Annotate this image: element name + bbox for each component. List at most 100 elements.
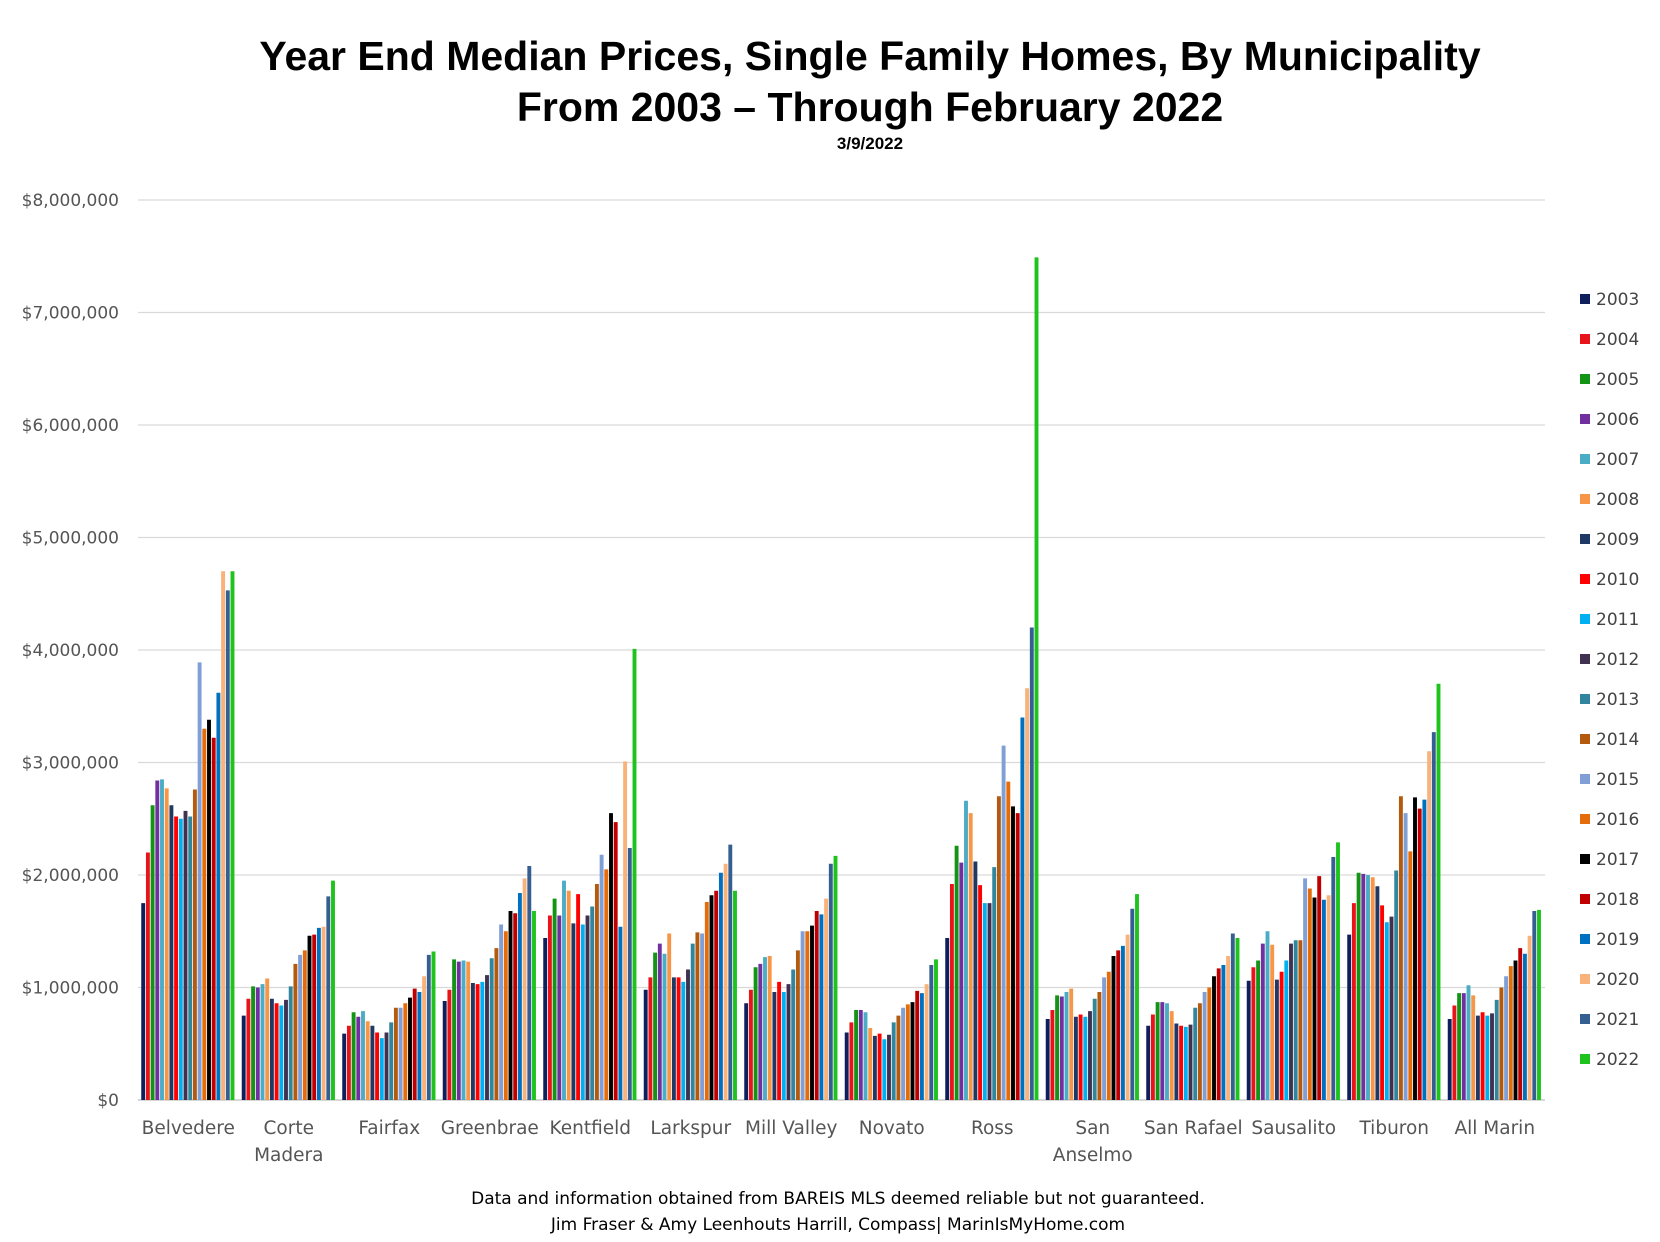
bar	[145, 852, 150, 1100]
bar	[1380, 905, 1385, 1100]
bar	[1102, 977, 1107, 1100]
bar	[1020, 717, 1025, 1100]
bar	[307, 935, 312, 1100]
legend-swatch	[1580, 294, 1590, 304]
bar	[155, 780, 160, 1100]
x-axis: Belvedere Corte Madera Fairfax Greenbrae Kent…	[142, 1118, 1535, 1166]
bar	[763, 957, 767, 1100]
bar	[863, 1012, 868, 1100]
bar	[576, 894, 581, 1100]
legend-swatch	[1580, 974, 1590, 984]
y-tick-label: $0	[97, 1091, 119, 1111]
bar	[1050, 1010, 1055, 1100]
bar	[954, 845, 959, 1100]
bar	[321, 926, 326, 1100]
bar	[781, 992, 786, 1100]
x-tick-label: Fairfax	[358, 1118, 420, 1139]
bar	[744, 1003, 749, 1100]
bar	[412, 988, 417, 1100]
x-tick-label: Greenbrae	[441, 1118, 539, 1139]
bar	[1394, 870, 1399, 1100]
bar-group	[1146, 933, 1240, 1100]
bar	[718, 872, 723, 1100]
bar	[230, 571, 235, 1100]
bar	[805, 931, 810, 1100]
bar	[1466, 985, 1471, 1100]
bar	[1025, 688, 1030, 1100]
bar	[643, 989, 648, 1100]
bar	[312, 934, 317, 1100]
legend-swatch	[1580, 494, 1590, 504]
bar	[207, 719, 211, 1100]
bar	[389, 1022, 394, 1100]
bar	[547, 915, 552, 1100]
bar	[704, 902, 709, 1100]
bars	[141, 257, 1541, 1100]
bar	[225, 590, 230, 1100]
bar	[489, 958, 494, 1100]
legend-swatch	[1580, 534, 1590, 544]
bar	[1366, 875, 1370, 1100]
legend-label: 2020	[1596, 970, 1639, 990]
legend-item: 2010	[1580, 570, 1639, 590]
bar-group	[1347, 683, 1441, 1100]
bar	[1336, 842, 1340, 1100]
bar	[590, 906, 595, 1100]
bar	[1494, 999, 1499, 1100]
bar	[1106, 971, 1111, 1100]
bar	[671, 977, 676, 1100]
bar	[251, 986, 256, 1100]
bar	[905, 1004, 910, 1100]
bar	[992, 867, 997, 1100]
bar	[1490, 1013, 1494, 1100]
legend-swatch	[1580, 854, 1590, 864]
bar	[1537, 909, 1541, 1100]
legend-label: 2013	[1596, 690, 1639, 710]
y-axis: $0 $1,000,000 $2,000,000 $3,000,000 $4,000,0…	[22, 191, 119, 1111]
bar	[1001, 745, 1006, 1100]
legend-label: 2016	[1596, 810, 1639, 830]
bar	[844, 1032, 849, 1100]
bar	[1298, 940, 1303, 1100]
bar	[1307, 888, 1312, 1100]
bar	[627, 848, 632, 1100]
legend-swatch	[1580, 814, 1590, 824]
bar	[1270, 944, 1275, 1100]
bar	[260, 984, 265, 1100]
bar	[1293, 940, 1298, 1100]
bar-group	[342, 951, 436, 1100]
legend-item: 2006	[1580, 410, 1639, 430]
bar	[1518, 948, 1523, 1100]
bar	[1088, 1011, 1092, 1100]
bar	[1055, 995, 1060, 1100]
legend-swatch	[1580, 774, 1590, 784]
bar	[241, 1015, 246, 1100]
bar	[274, 1003, 279, 1100]
bar	[676, 977, 681, 1100]
x-tick-label: Corte Madera	[254, 1118, 323, 1166]
bar	[1522, 953, 1527, 1100]
bar	[1169, 1011, 1174, 1100]
bar	[748, 989, 753, 1100]
legend-swatch	[1580, 454, 1590, 464]
bar-group	[141, 571, 235, 1100]
legend-item: 2008	[1580, 490, 1639, 510]
bar	[1202, 992, 1207, 1100]
bar	[623, 761, 628, 1100]
y-tick-label: $7,000,000	[22, 304, 119, 324]
legend-item: 2017	[1580, 850, 1639, 870]
bar	[1321, 899, 1326, 1100]
bar	[1064, 992, 1069, 1100]
bar	[1422, 799, 1427, 1100]
bar-group	[1045, 894, 1139, 1100]
bar	[824, 898, 829, 1100]
legend-swatch	[1580, 334, 1590, 344]
bar	[1251, 967, 1256, 1100]
legend-item: 2004	[1580, 330, 1639, 350]
legend-swatch	[1580, 574, 1590, 584]
bar	[733, 890, 737, 1100]
bar	[1083, 1016, 1088, 1100]
bar	[1150, 1014, 1155, 1100]
bar	[934, 959, 938, 1100]
